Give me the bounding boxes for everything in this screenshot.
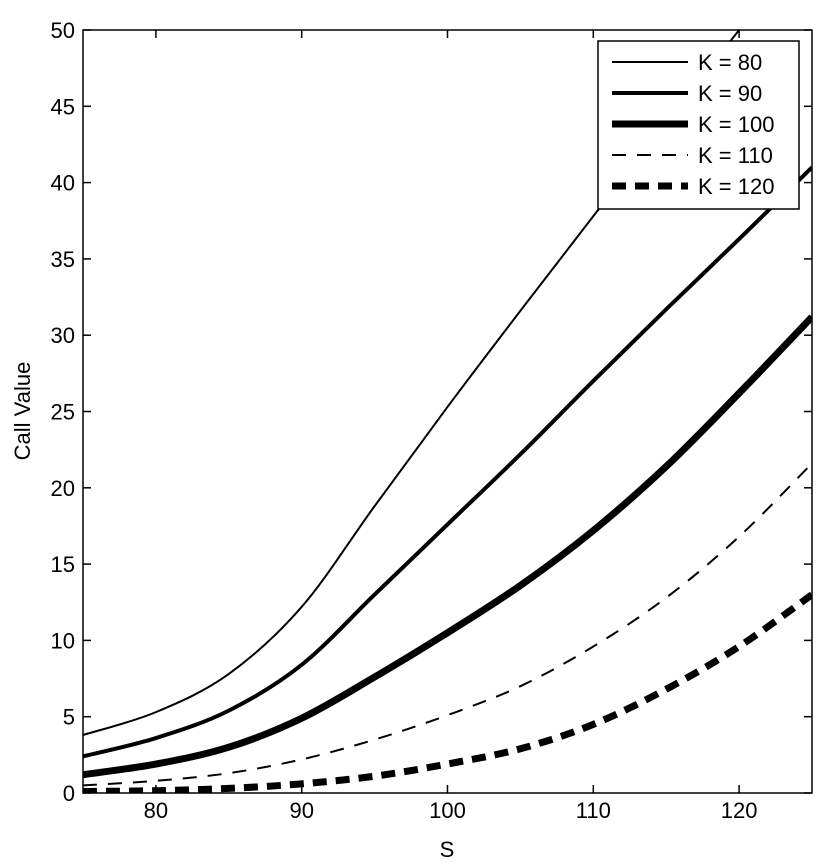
legend-label: K = 120 xyxy=(698,174,774,199)
y-tick-label: 40 xyxy=(51,171,75,196)
x-tick-label: 100 xyxy=(429,798,466,823)
series-line-5 xyxy=(83,591,812,793)
y-axis-label: Call Value xyxy=(10,362,35,461)
x-tick-label: 80 xyxy=(144,798,168,823)
series-line-3 xyxy=(83,314,812,779)
x-tick-label: 90 xyxy=(289,798,313,823)
legend-label: K = 100 xyxy=(698,112,774,137)
y-tick-label: 20 xyxy=(51,476,75,501)
series-line-4 xyxy=(83,462,812,787)
y-tick-label: 15 xyxy=(51,552,75,577)
y-tick-label: 45 xyxy=(51,94,75,119)
legend: K = 80 K = 90 K = 100 K = 110 K = 120 xyxy=(597,40,800,210)
x-axis-label: S xyxy=(440,837,455,862)
y-tick-label: 5 xyxy=(63,705,75,730)
series-line-2 xyxy=(83,165,812,759)
y-tick-label: 0 xyxy=(63,781,75,806)
x-tick-label: 110 xyxy=(576,798,611,823)
legend-label: K = 110 xyxy=(698,143,773,168)
ticks-layer: 80 90 100 110 120 0 5 10 15 20 25 30 35 40 45 50 xyxy=(51,18,812,823)
legend-label: K = 90 xyxy=(698,81,762,106)
y-tick-label: 30 xyxy=(51,323,75,348)
y-tick-label: 35 xyxy=(51,247,75,272)
x-tick-label: 120 xyxy=(721,798,758,823)
y-tick-label: 50 xyxy=(51,18,75,43)
y-tick-label: 10 xyxy=(51,628,75,653)
legend-label: K = 80 xyxy=(698,50,762,75)
y-tick-label: 25 xyxy=(51,400,75,425)
